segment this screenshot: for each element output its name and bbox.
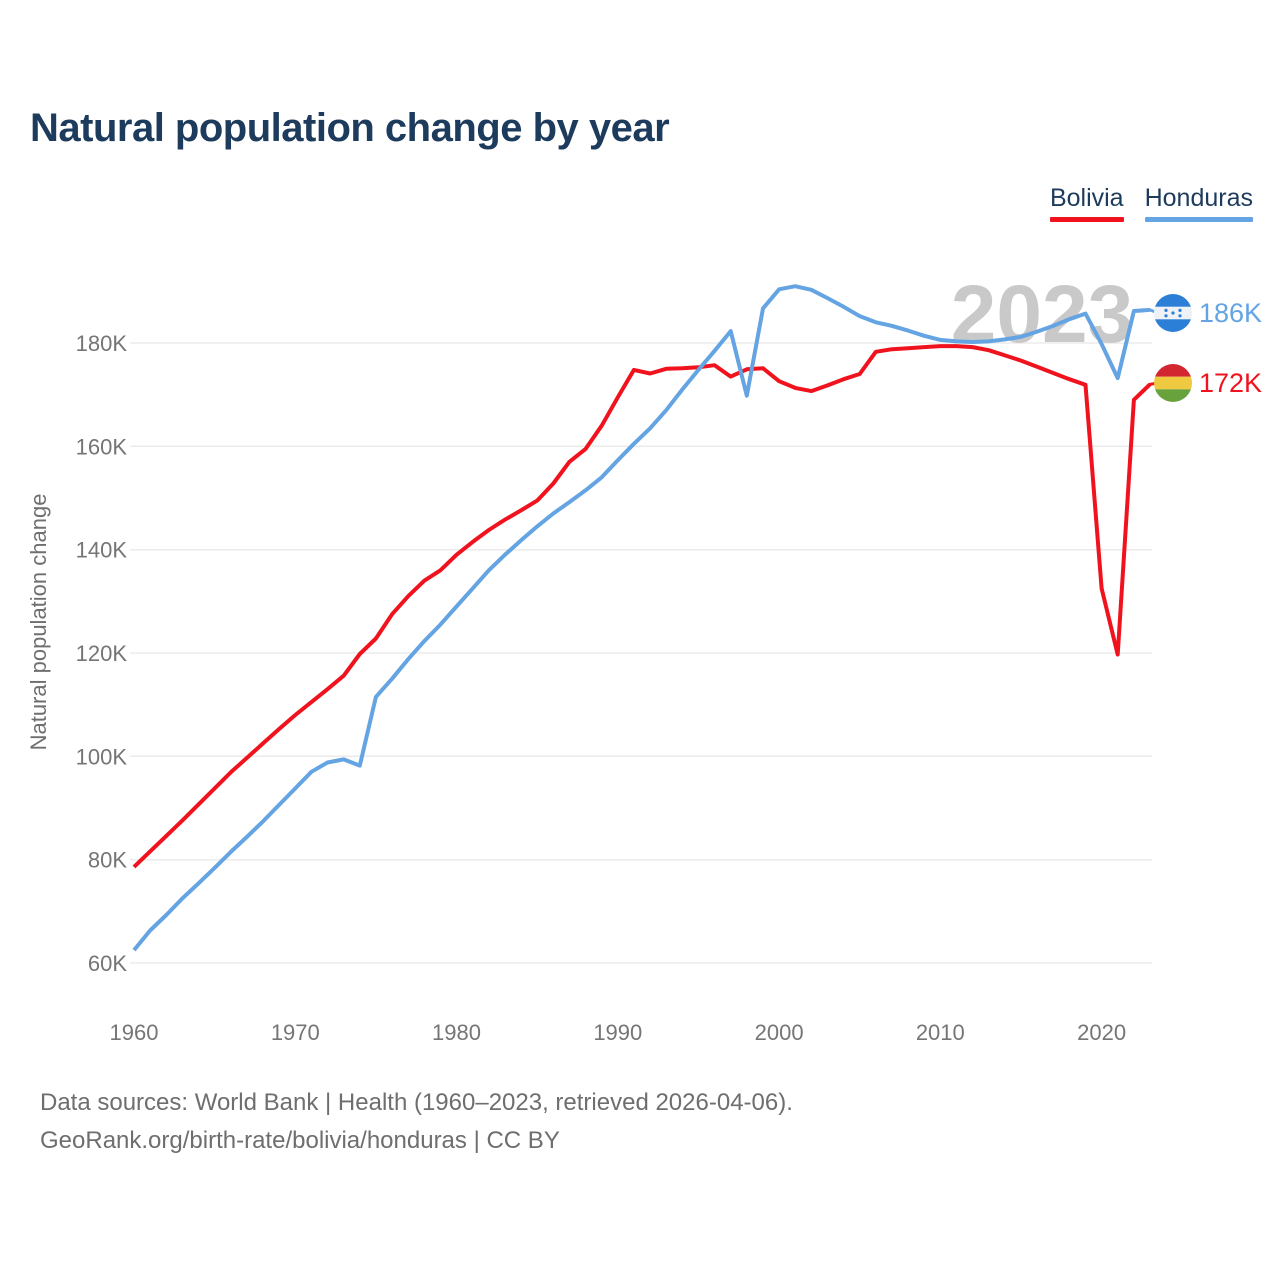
svg-text:120K: 120K [76,641,128,666]
legend-underline-bolivia [1049,217,1124,222]
honduras-flag-icon [1154,294,1192,332]
bolivia-end-value: 172K [1199,367,1263,398]
y-axis-tick-labels: 60K 80K 100K 120K 140K 160K 180K [76,331,128,976]
legend: Bolivia Honduras [1049,184,1253,222]
legend-label-honduras: Honduras [1144,184,1253,212]
svg-text:140K: 140K [76,538,128,563]
honduras-end-value: 186K [1199,297,1263,328]
bolivia-end-label: 172K [1154,364,1262,402]
footer-url-line: GeoRank.org/birth-rate/bolivia/honduras … [40,1127,560,1154]
svg-text:1960: 1960 [110,1020,159,1045]
svg-text:160K: 160K [76,434,128,459]
svg-text:1980: 1980 [432,1020,481,1045]
chart-footer: Data sources: World Bank | Health (1960–… [40,1084,793,1160]
y-axis-title: Natural population change [26,494,51,751]
svg-text:180K: 180K [76,331,128,356]
svg-text:80K: 80K [88,848,127,873]
svg-text:2020: 2020 [1077,1020,1126,1045]
legend-underline-honduras [1144,217,1253,222]
series-lines [132,284,1160,952]
svg-text:60K: 60K [88,951,127,976]
legend-item-honduras[interactable]: Honduras [1144,184,1253,222]
honduras-end-label: 186K [1154,294,1262,332]
svg-text:1990: 1990 [593,1020,642,1045]
legend-label-bolivia: Bolivia [1049,184,1124,212]
x-axis-tick-labels: 1960 1970 1980 1990 2000 2010 2020 [110,1020,1127,1045]
bolivia-flag-icon [1154,364,1192,402]
legend-item-bolivia[interactable]: Bolivia [1049,184,1124,222]
chart-title: Natural population change by year [30,106,670,150]
svg-text:100K: 100K [76,744,128,769]
svg-text:1970: 1970 [271,1020,320,1045]
footer-sources-line: Data sources: World Bank | Health (1960–… [40,1089,793,1116]
svg-text:2000: 2000 [755,1020,804,1045]
svg-text:2010: 2010 [916,1020,965,1045]
